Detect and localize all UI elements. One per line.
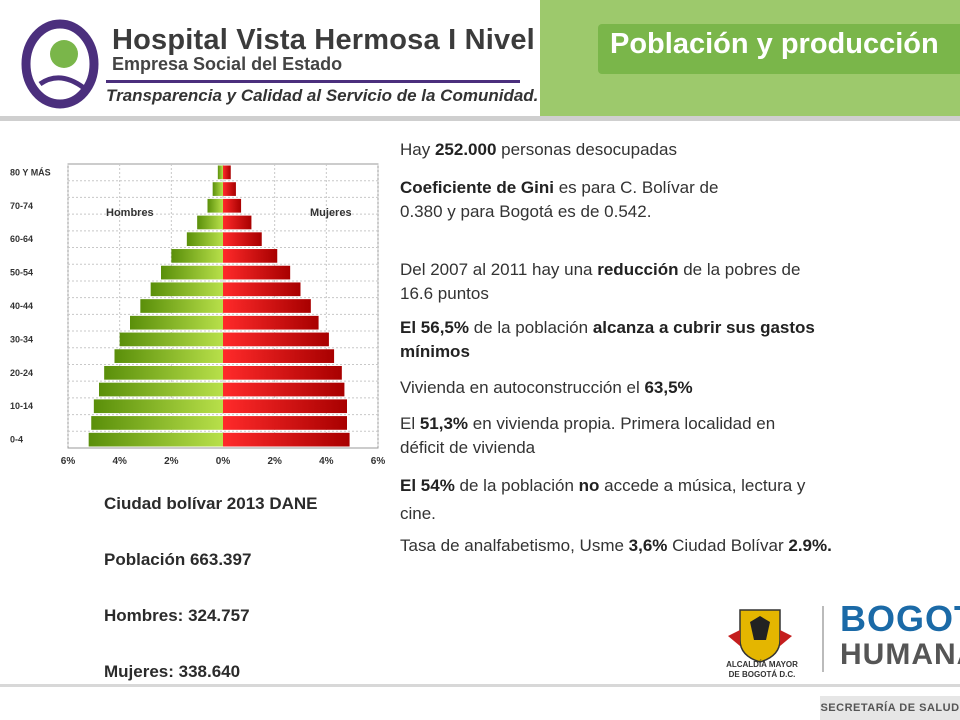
bogota-logo-text: BOGOTÁ (840, 598, 960, 639)
hospital-logo-icon (21, 19, 99, 109)
bar-hombres-10-14 (93, 399, 223, 414)
y-tick-label: 30-34 (10, 334, 33, 344)
legend-hombres: Hombres (106, 207, 154, 219)
bar-hombres-75-79 (212, 182, 223, 196)
bar-mujeres-60-64 (223, 232, 262, 247)
y-tick-label: 80 Y MÁS (10, 167, 51, 177)
population-pyramid-chart: 0-4 10-14 20-24 30-34 40-44 50-54 60-64 70-74 80… (10, 163, 386, 467)
title-banner-tab (598, 24, 960, 74)
bar-hombres-55-59 (171, 249, 223, 263)
logo-separator (822, 606, 824, 672)
tagline: Transparencia y Calidad al Servicio de l… (106, 86, 539, 105)
bar-mujeres-10-14 (223, 399, 347, 414)
x-tick-label: 4% (319, 456, 334, 467)
y-tick-label: 70-74 (10, 201, 33, 211)
humana-logo-text: HUMANA (840, 638, 960, 671)
y-tick-label: 10-14 (10, 401, 33, 411)
bar-mujeres-70-74 (223, 198, 242, 213)
x-tick-label: 2% (267, 456, 282, 467)
bar-hombres-25-29 (114, 349, 223, 363)
y-tick-label: 40-44 (10, 301, 33, 311)
y-tick-label: 20-24 (10, 368, 33, 378)
fact-self-built-housing: Vivienda en autoconstrucción el 63,5% (400, 378, 693, 397)
footer-line (0, 684, 960, 687)
bar-mujeres-25-29 (223, 349, 335, 363)
x-tick-label: 2% (164, 456, 179, 467)
fact-culture-access: El 54% de la población no accede a músic… (400, 476, 806, 523)
y-tick-label: 0-4 (10, 435, 23, 445)
alcaldia-label: ALCALDÍA MAYOR DE BOGOTÁ D.C. (726, 660, 798, 679)
facts-column: Hay 252.000 personas desocupadas Coefici… (400, 138, 948, 558)
bar-hombres-40-44 (140, 299, 223, 313)
bar-mujeres-55-59 (223, 249, 278, 263)
stats-women: Mujeres: 338.640 (104, 662, 241, 681)
bar-mujeres-45-49 (223, 282, 301, 297)
bar-mujeres-65-69 (223, 215, 252, 230)
hospital-subtitle: Empresa Social del Estado (112, 54, 343, 74)
bar-hombres-70-74 (207, 198, 223, 213)
header: Hospital Vista Hermosa I Nivel Empresa S… (0, 0, 960, 121)
bar-hombres-0-4 (88, 432, 224, 447)
fact-gini: Coeficiente de Gini es para C. Bolívar d… (400, 178, 719, 221)
fact-illiteracy: Tasa de analfabetismo, Usme 3,6% Ciudad … (400, 536, 832, 555)
bar-hombres-65-69 (197, 215, 223, 230)
bar-hombres-20-24 (104, 365, 223, 380)
fact-unemployed: Hay 252.000 personas desocupadas (400, 140, 677, 159)
header-divider (106, 80, 520, 83)
stats-population: Población 663.397 (104, 550, 252, 569)
bar-mujeres-20-24 (223, 365, 342, 380)
fact-poverty: Del 2007 al 2011 hay una reducción de la… (400, 260, 801, 303)
bar-mujeres-40-44 (223, 299, 311, 313)
hospital-name: Hospital Vista Hermosa I Nivel (112, 24, 535, 56)
header-base-line (0, 116, 960, 121)
stats-source: Ciudad bolívar 2013 DANE (104, 494, 318, 513)
bar-mujeres-75-79 (223, 182, 236, 196)
stats-men: Hombres: 324.757 (104, 606, 250, 625)
bar-hombres-60-64 (186, 232, 223, 247)
y-tick-label: 50-54 (10, 268, 33, 278)
bar-mujeres-30-34 (223, 332, 329, 347)
bar-mujeres-5-9 (223, 416, 347, 430)
x-tick-label: 4% (112, 456, 127, 467)
fact-expenses: El 56,5% de la población alcanza a cubri… (400, 318, 815, 361)
bar-mujeres-0-4 (223, 432, 350, 447)
bar-hombres-30-34 (119, 332, 223, 347)
x-tick-label: 6% (371, 456, 386, 467)
x-tick-label: 0% (216, 456, 231, 467)
legend-mujeres: Mujeres (310, 207, 352, 219)
bar-hombres-45-49 (150, 282, 223, 297)
secretaria-de-salud-label: SECRETARÍA DE SALUD (820, 696, 960, 720)
population-stats: Ciudad bolívar 2013 DANE Población 663.3… (104, 490, 318, 714)
bar-hombres-15-19 (99, 382, 223, 397)
y-tick-label: 60-64 (10, 234, 33, 244)
bar-mujeres-15-19 (223, 382, 345, 397)
bar-mujeres-80 Y MÁS (223, 165, 231, 180)
bar-hombres-5-9 (91, 416, 223, 430)
slide-title: Población y producción (610, 28, 939, 60)
bar-hombres-50-54 (161, 265, 223, 280)
bogota-coat-of-arms-icon (728, 609, 792, 663)
bar-mujeres-50-54 (223, 265, 291, 280)
bar-hombres-80 Y MÁS (217, 165, 223, 180)
fact-own-housing: El 51,3% en vivienda propia. Primera loc… (400, 414, 776, 457)
x-tick-label: 6% (61, 456, 76, 467)
bar-hombres-35-39 (130, 315, 223, 330)
bar-mujeres-35-39 (223, 315, 319, 330)
